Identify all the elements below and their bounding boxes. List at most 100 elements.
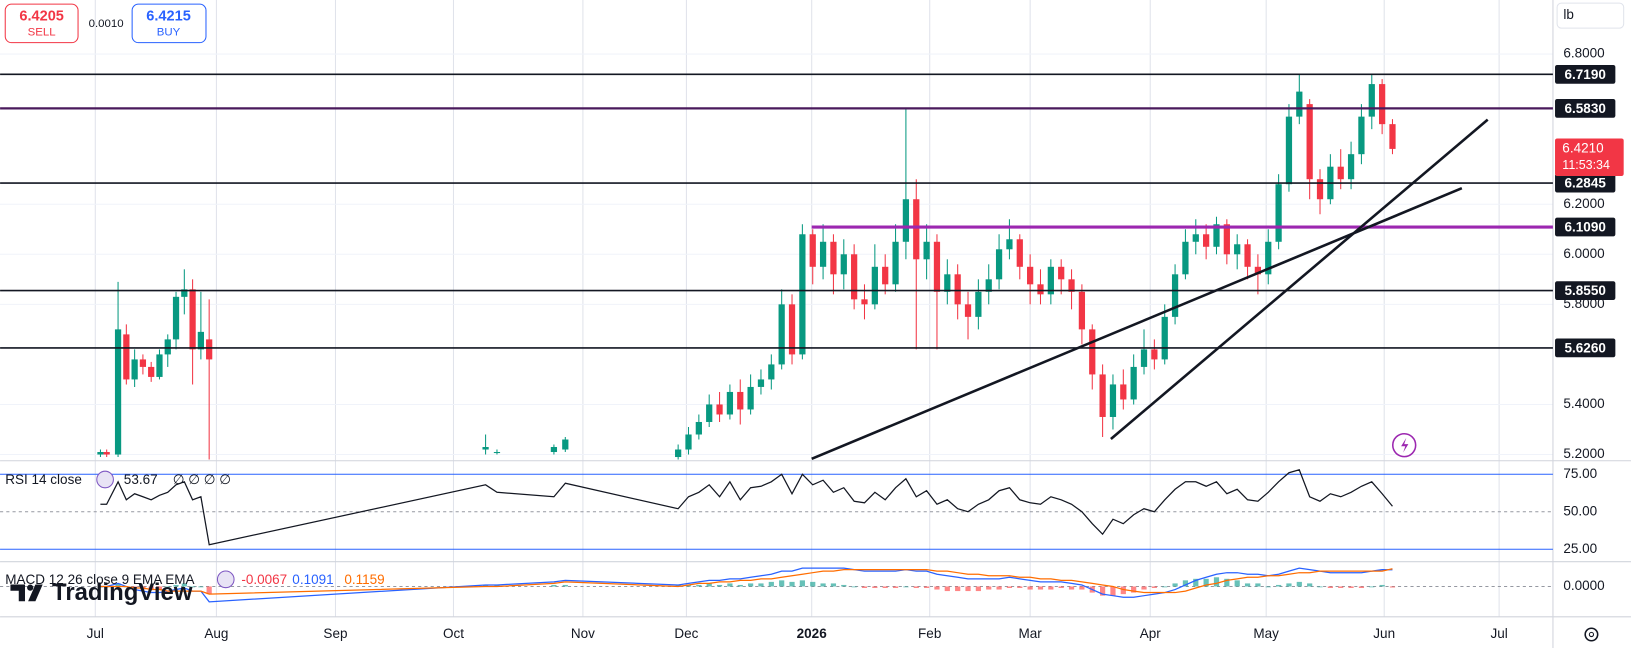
macd-histogram-bar: [1203, 578, 1209, 587]
rsi-tick-label: 75.00: [1563, 466, 1597, 481]
macd-histogram-bar: [986, 586, 992, 590]
candle-body: [902, 199, 910, 242]
candle-body: [1120, 384, 1127, 400]
candle-body: [1337, 166, 1344, 180]
watermark: TradingView: [10, 579, 193, 606]
candle-body: [716, 404, 723, 415]
level-label-box: [1555, 217, 1616, 237]
candle-body: [747, 386, 754, 410]
settings-button[interactable]: [1584, 627, 1599, 642]
candle-body: [1296, 91, 1303, 117]
macd-line: [100, 567, 1393, 603]
macd-histogram-bar: [934, 586, 940, 590]
candle-body: [114, 329, 122, 455]
candle-body: [923, 241, 930, 260]
candle-body: [206, 339, 213, 360]
rsi-value: 53.67: [124, 472, 158, 487]
candle-body: [995, 249, 1003, 280]
macd-histogram-bar: [156, 586, 163, 590]
buy-label[interactable]: BUY: [157, 26, 181, 38]
macd-histogram-bar: [148, 586, 154, 590]
macd-histogram-bar: [482, 584, 489, 587]
x-tick-label: Nov: [571, 626, 595, 641]
candle-body: [933, 241, 941, 292]
unit-button[interactable]: [1556, 2, 1625, 29]
x-tick-label: Jun: [1373, 626, 1395, 641]
countdown: 11:53:34: [1562, 158, 1610, 172]
macd-histogram-bar: [1079, 586, 1085, 590]
candle-body: [189, 289, 196, 350]
macd-histogram-bar: [1151, 586, 1157, 589]
candle-body: [1099, 374, 1106, 417]
candle-body: [1389, 124, 1396, 149]
macd-histogram-bar: [913, 586, 919, 589]
candle-body: [892, 241, 899, 285]
candle-body: [675, 449, 682, 458]
macd-histogram-bar: [955, 586, 961, 592]
candle-body: [871, 266, 878, 305]
macd-histogram-bar: [1100, 586, 1106, 596]
candle-body: [1306, 104, 1313, 180]
buy-price[interactable]: 6.4215: [146, 8, 191, 24]
macd-histogram-bar: [1255, 583, 1261, 587]
candle-body: [1213, 224, 1220, 247]
candle-body: [819, 241, 827, 267]
sell-button[interactable]: 6.4205 SELL: [4, 3, 79, 44]
candle-body: [1058, 266, 1065, 280]
candle-body: [1171, 274, 1179, 317]
candle-body: [123, 334, 130, 380]
indicator-icon[interactable]: [96, 470, 114, 489]
settings-icon-core[interactable]: [1588, 631, 1595, 638]
sell-label[interactable]: SELL: [28, 26, 56, 38]
candle-body: [197, 331, 205, 350]
macd-histogram-bar: [1276, 584, 1282, 587]
candle-body: [685, 434, 692, 450]
candle-body: [1047, 266, 1054, 295]
macd-histogram-bar: [1234, 580, 1240, 587]
macd-histogram-bar: [1172, 583, 1178, 587]
macd-histogram-bar: [1162, 586, 1168, 588]
candle-body: [737, 391, 744, 410]
indicator-icon[interactable]: [216, 570, 235, 589]
candle-body: [1254, 266, 1262, 275]
candle-body: [757, 379, 765, 387]
settings-icon[interactable]: [1584, 627, 1599, 642]
candle-body: [706, 404, 713, 422]
unit-label[interactable]: lb: [1563, 7, 1574, 22]
x-tick-label: 2026: [797, 626, 828, 641]
axes: Jul Aug Sep Oct Nov Dec 2026 Feb Mar Apr May Jun Jul…: [87, 46, 1624, 641]
alert-bolt[interactable]: [1401, 437, 1409, 453]
indicator-panels: [0, 468, 1553, 603]
macd-histogram-bar: [675, 584, 681, 587]
buy-box[interactable]: [131, 3, 207, 44]
macd-histogram-bar: [1120, 586, 1126, 595]
macd-histogram-bar: [173, 584, 179, 587]
candle-body: [1140, 349, 1148, 367]
y-tick-label: 6.8000: [1563, 46, 1604, 61]
macd-histogram-bar: [1058, 586, 1064, 589]
candle-body: [1285, 116, 1293, 185]
sell-price[interactable]: 6.4205: [19, 8, 63, 24]
price-panel: [0, 73, 1553, 460]
macd-histogram-bar: [206, 586, 212, 595]
macd-histogram-bar: [1027, 586, 1033, 590]
macd-histogram-bar: [996, 586, 1002, 590]
candle-body: [1027, 266, 1034, 285]
macd-signal-line: [100, 568, 1393, 595]
candle-body: [1089, 329, 1096, 375]
alert-button[interactable]: [1391, 432, 1417, 458]
rsi-title: RSI 14 close: [5, 472, 82, 487]
level-label: 6.7190: [1565, 67, 1606, 82]
candle-body: [1130, 366, 1137, 400]
rsi-tick-label: 50.00: [1563, 503, 1597, 518]
candle-body: [1109, 384, 1117, 417]
rsi-tick-label: 25.00: [1563, 541, 1597, 556]
sell-box[interactable]: [4, 3, 79, 44]
x-tick-label: Apr: [1140, 626, 1162, 641]
macd-histogram-bar: [1379, 584, 1385, 587]
buy-button[interactable]: 6.4215 BUY: [131, 3, 207, 44]
candle-body: [840, 254, 847, 275]
candle-body: [493, 452, 501, 454]
candle-body: [97, 452, 104, 455]
